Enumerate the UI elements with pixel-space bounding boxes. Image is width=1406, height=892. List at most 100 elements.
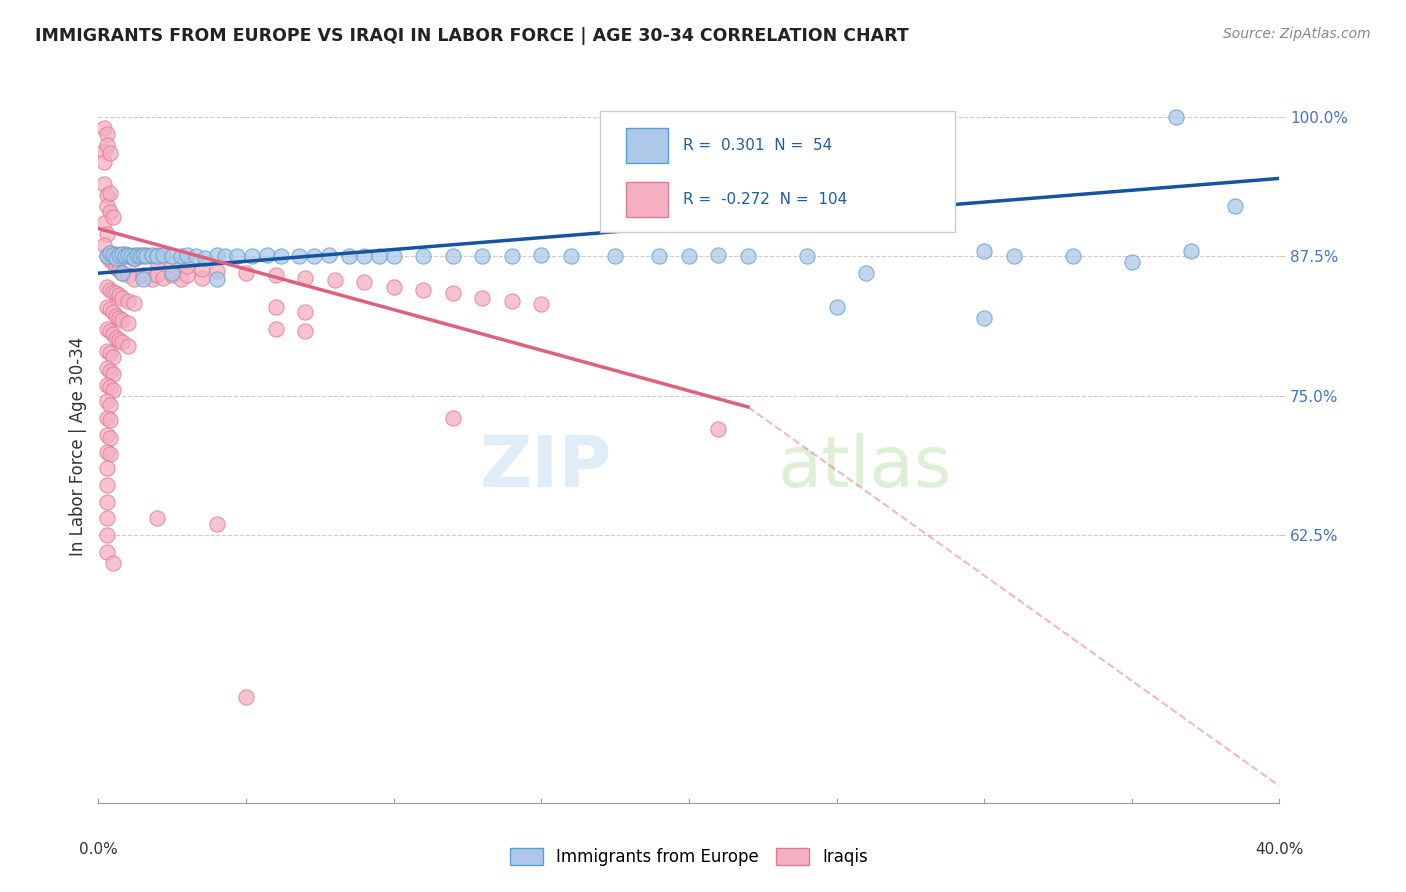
Point: [146, 511, 169, 525]
Point: [412, 249, 434, 263]
Point: [176, 248, 198, 262]
Point: [98, 413, 121, 427]
Point: [96, 188, 118, 202]
Text: ZIP: ZIP: [479, 433, 612, 502]
Point: [98, 186, 121, 200]
Point: [98, 324, 121, 338]
FancyBboxPatch shape: [626, 182, 668, 217]
Point: [294, 270, 316, 285]
Point: [141, 271, 163, 285]
Point: [226, 249, 249, 263]
Point: [162, 268, 183, 283]
Point: [96, 427, 118, 442]
Point: [825, 300, 848, 314]
Point: [108, 333, 131, 347]
Point: [170, 249, 193, 263]
Point: [256, 248, 278, 262]
Point: [96, 494, 118, 508]
Point: [103, 556, 125, 570]
Point: [96, 360, 118, 375]
Point: [205, 516, 228, 531]
Text: 40.0%: 40.0%: [1256, 842, 1303, 857]
Point: [132, 271, 155, 285]
FancyBboxPatch shape: [626, 128, 668, 163]
Point: [648, 249, 671, 263]
Point: [501, 249, 523, 263]
Point: [98, 246, 121, 260]
Point: [93, 238, 115, 252]
Point: [93, 121, 115, 136]
Point: [205, 248, 228, 262]
Point: [96, 528, 118, 542]
Point: [382, 279, 405, 293]
Point: [294, 305, 316, 319]
Point: [382, 249, 405, 263]
Point: [146, 248, 169, 262]
Point: [98, 252, 121, 267]
Point: [96, 394, 118, 409]
Point: [264, 300, 287, 314]
Point: [96, 411, 118, 425]
Point: [98, 283, 121, 297]
Point: [117, 248, 139, 262]
Point: [103, 367, 125, 381]
Point: [96, 444, 118, 458]
Point: [117, 338, 139, 352]
Point: [353, 275, 375, 289]
Point: [108, 310, 131, 325]
Point: [96, 279, 118, 293]
Point: [117, 268, 139, 283]
Point: [162, 249, 183, 263]
Legend: Immigrants from Europe, Iraqis: Immigrants from Europe, Iraqis: [503, 841, 875, 873]
Point: [96, 249, 118, 263]
Point: [105, 251, 128, 265]
Point: [122, 251, 145, 265]
Point: [973, 244, 995, 258]
Point: [235, 690, 257, 704]
Point: [441, 286, 464, 301]
Point: [294, 324, 316, 338]
Point: [93, 177, 115, 191]
Point: [117, 293, 139, 308]
Point: [105, 247, 128, 261]
Point: [132, 249, 155, 263]
Point: [96, 199, 118, 213]
Point: [146, 249, 169, 263]
Point: [605, 249, 627, 263]
Point: [98, 431, 121, 445]
Point: [152, 249, 174, 263]
Point: [1002, 249, 1025, 263]
FancyBboxPatch shape: [600, 111, 955, 232]
Point: [170, 271, 193, 285]
Point: [105, 309, 128, 323]
Point: [103, 327, 125, 342]
Point: [98, 145, 121, 160]
Point: [1180, 244, 1202, 258]
Point: [96, 377, 118, 392]
Point: [96, 227, 118, 241]
Point: [240, 249, 263, 263]
Point: [111, 266, 134, 280]
Point: [98, 447, 121, 461]
Point: [96, 461, 118, 475]
Point: [98, 246, 121, 260]
Point: [98, 346, 121, 360]
Point: [135, 249, 157, 263]
Point: [128, 249, 150, 263]
Point: [318, 248, 340, 262]
Point: [135, 248, 157, 262]
Point: [117, 316, 139, 330]
Point: [264, 322, 287, 336]
Point: [103, 211, 125, 225]
Point: [108, 248, 131, 262]
Point: [96, 137, 118, 152]
Point: [96, 511, 118, 525]
Point: [530, 297, 553, 311]
Point: [103, 305, 125, 319]
Point: [1164, 110, 1187, 124]
Point: [162, 257, 183, 271]
Point: [114, 249, 136, 263]
Point: [105, 331, 128, 345]
Point: [855, 266, 877, 280]
Point: [111, 266, 134, 280]
